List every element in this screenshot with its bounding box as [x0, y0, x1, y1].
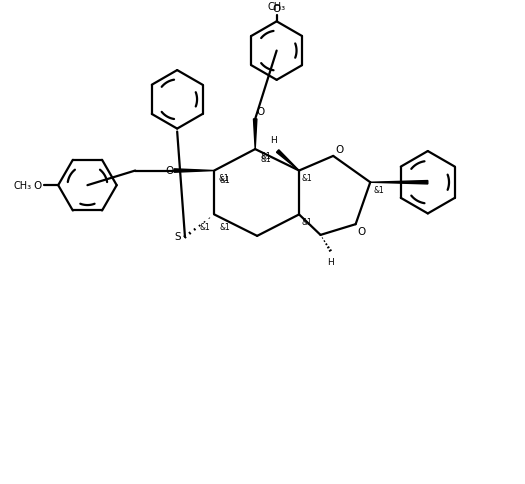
- Text: &1: &1: [302, 174, 313, 183]
- Text: H: H: [270, 136, 277, 145]
- Text: &1: &1: [219, 176, 230, 185]
- Text: &1: &1: [260, 154, 271, 164]
- Text: O: O: [34, 181, 41, 191]
- Text: &1: &1: [218, 174, 229, 183]
- Polygon shape: [277, 151, 299, 171]
- Text: O: O: [256, 106, 265, 117]
- Text: CH₃: CH₃: [268, 1, 286, 12]
- Text: O: O: [335, 145, 343, 154]
- Polygon shape: [254, 120, 257, 150]
- Text: H: H: [327, 258, 334, 267]
- Polygon shape: [174, 169, 214, 173]
- Polygon shape: [370, 181, 428, 184]
- Text: O: O: [165, 165, 173, 175]
- Text: &1: &1: [200, 223, 211, 232]
- Text: &1: &1: [260, 151, 271, 161]
- Text: O: O: [358, 227, 366, 237]
- Text: O: O: [272, 3, 281, 14]
- Text: S: S: [174, 231, 181, 242]
- Text: CH₃: CH₃: [14, 181, 32, 191]
- Text: &1: &1: [219, 223, 230, 232]
- Text: &1: &1: [302, 218, 313, 227]
- Text: &1: &1: [373, 186, 384, 195]
